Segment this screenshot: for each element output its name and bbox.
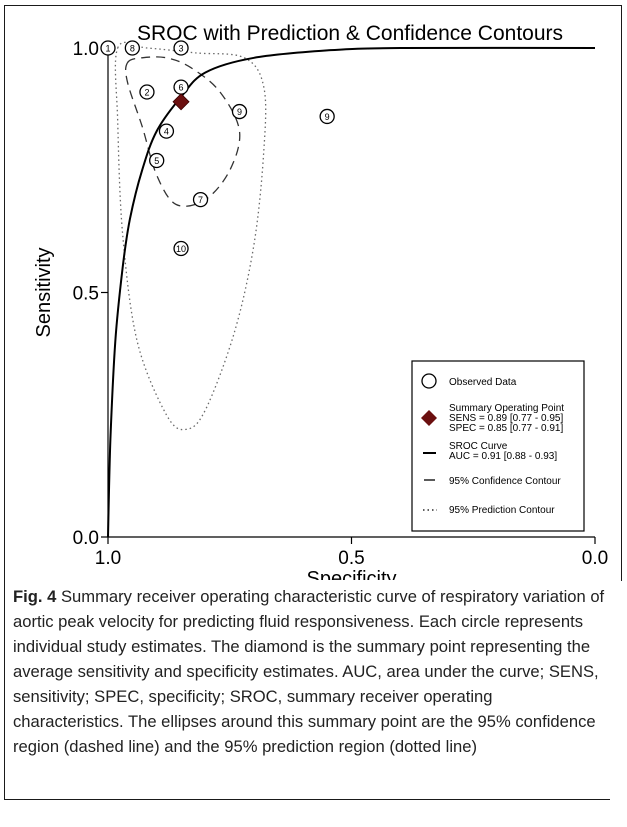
observed-point-circle — [173, 40, 189, 56]
observed-point-circle — [319, 108, 335, 125]
observed-point-label: 5 — [154, 156, 159, 166]
observed-point-label: 3 — [179, 44, 184, 54]
legend-circle-marker — [421, 373, 437, 389]
observed-point-circle — [192, 191, 209, 208]
observed-point-label: 9 — [237, 107, 242, 117]
legend-item-prediction: 95% Prediction Contour — [449, 505, 555, 516]
observed-point-label: 4 — [164, 127, 169, 137]
sroc-chart: 0.0 0.5 1.0 1.0 0.5 0.0 Specificity Sensitivity… — [33, 22, 608, 580]
observed-point-label: 8 — [130, 44, 135, 54]
observed-point-label: 1 — [105, 44, 110, 54]
y-axis-label: Sensitivity — [33, 247, 55, 337]
caption-label: Fig. 4 — [13, 587, 57, 606]
sroc-curve — [107, 46, 596, 538]
observed-point-circle — [100, 40, 116, 56]
x-tick-label: 1.0 — [95, 548, 121, 569]
summary-point-diamond — [172, 93, 190, 111]
x-tick-label: 0.0 — [582, 548, 608, 569]
legend-box — [411, 360, 585, 532]
legend-item-confidence: 95% Confidence Contour — [449, 476, 561, 487]
legend-item-summary-sens: SENS = 0.89 [0.77 - 0.95] — [449, 413, 563, 424]
caption-text: Summary receiver operating characteristi… — [13, 587, 605, 756]
legend-item-observed: Observed Data — [449, 377, 517, 388]
observed-point-label: 2 — [144, 88, 149, 98]
x-axis-label: Specificity — [306, 568, 396, 580]
y-tick-label: 0.0 — [73, 528, 99, 549]
caption-box: Fig. 4 Summary receiver operating charac… — [4, 580, 610, 800]
observed-point-circle — [139, 84, 155, 100]
prediction-contour — [114, 41, 267, 431]
x-tick-label: 0.5 — [338, 548, 364, 569]
observed-point-label: 7 — [198, 195, 203, 205]
legend-item-sroc: SROC Curve — [449, 441, 508, 452]
legend-diamond-marker — [421, 410, 437, 426]
observed-point-circle — [149, 152, 165, 169]
chart-title: SROC with Prediction & Confidence Contou… — [137, 22, 563, 45]
y-tick-label: 1.0 — [73, 39, 99, 60]
legend-item-summary-spec: SPEC = 0.85 [0.77 - 0.91] — [449, 423, 563, 434]
observed-point-label: 10 — [176, 244, 186, 254]
confidence-contour — [124, 56, 241, 207]
observed-point-label: 9 — [325, 112, 330, 122]
observed-point-circle — [158, 123, 175, 139]
observed-point-circle — [173, 240, 189, 257]
legend-item-auc: AUC = 0.91 [0.88 - 0.93] — [449, 451, 557, 462]
legend-item-summary: Summary Operating Point — [449, 403, 564, 414]
observed-point-label: 6 — [179, 83, 184, 93]
figure-caption: Fig. 4 Summary receiver operating charac… — [13, 580, 606, 759]
observed-point-circle — [124, 40, 141, 56]
figure-frame — [4, 5, 622, 581]
observed-point-circle — [231, 103, 248, 120]
y-tick-label: 0.5 — [73, 284, 99, 305]
